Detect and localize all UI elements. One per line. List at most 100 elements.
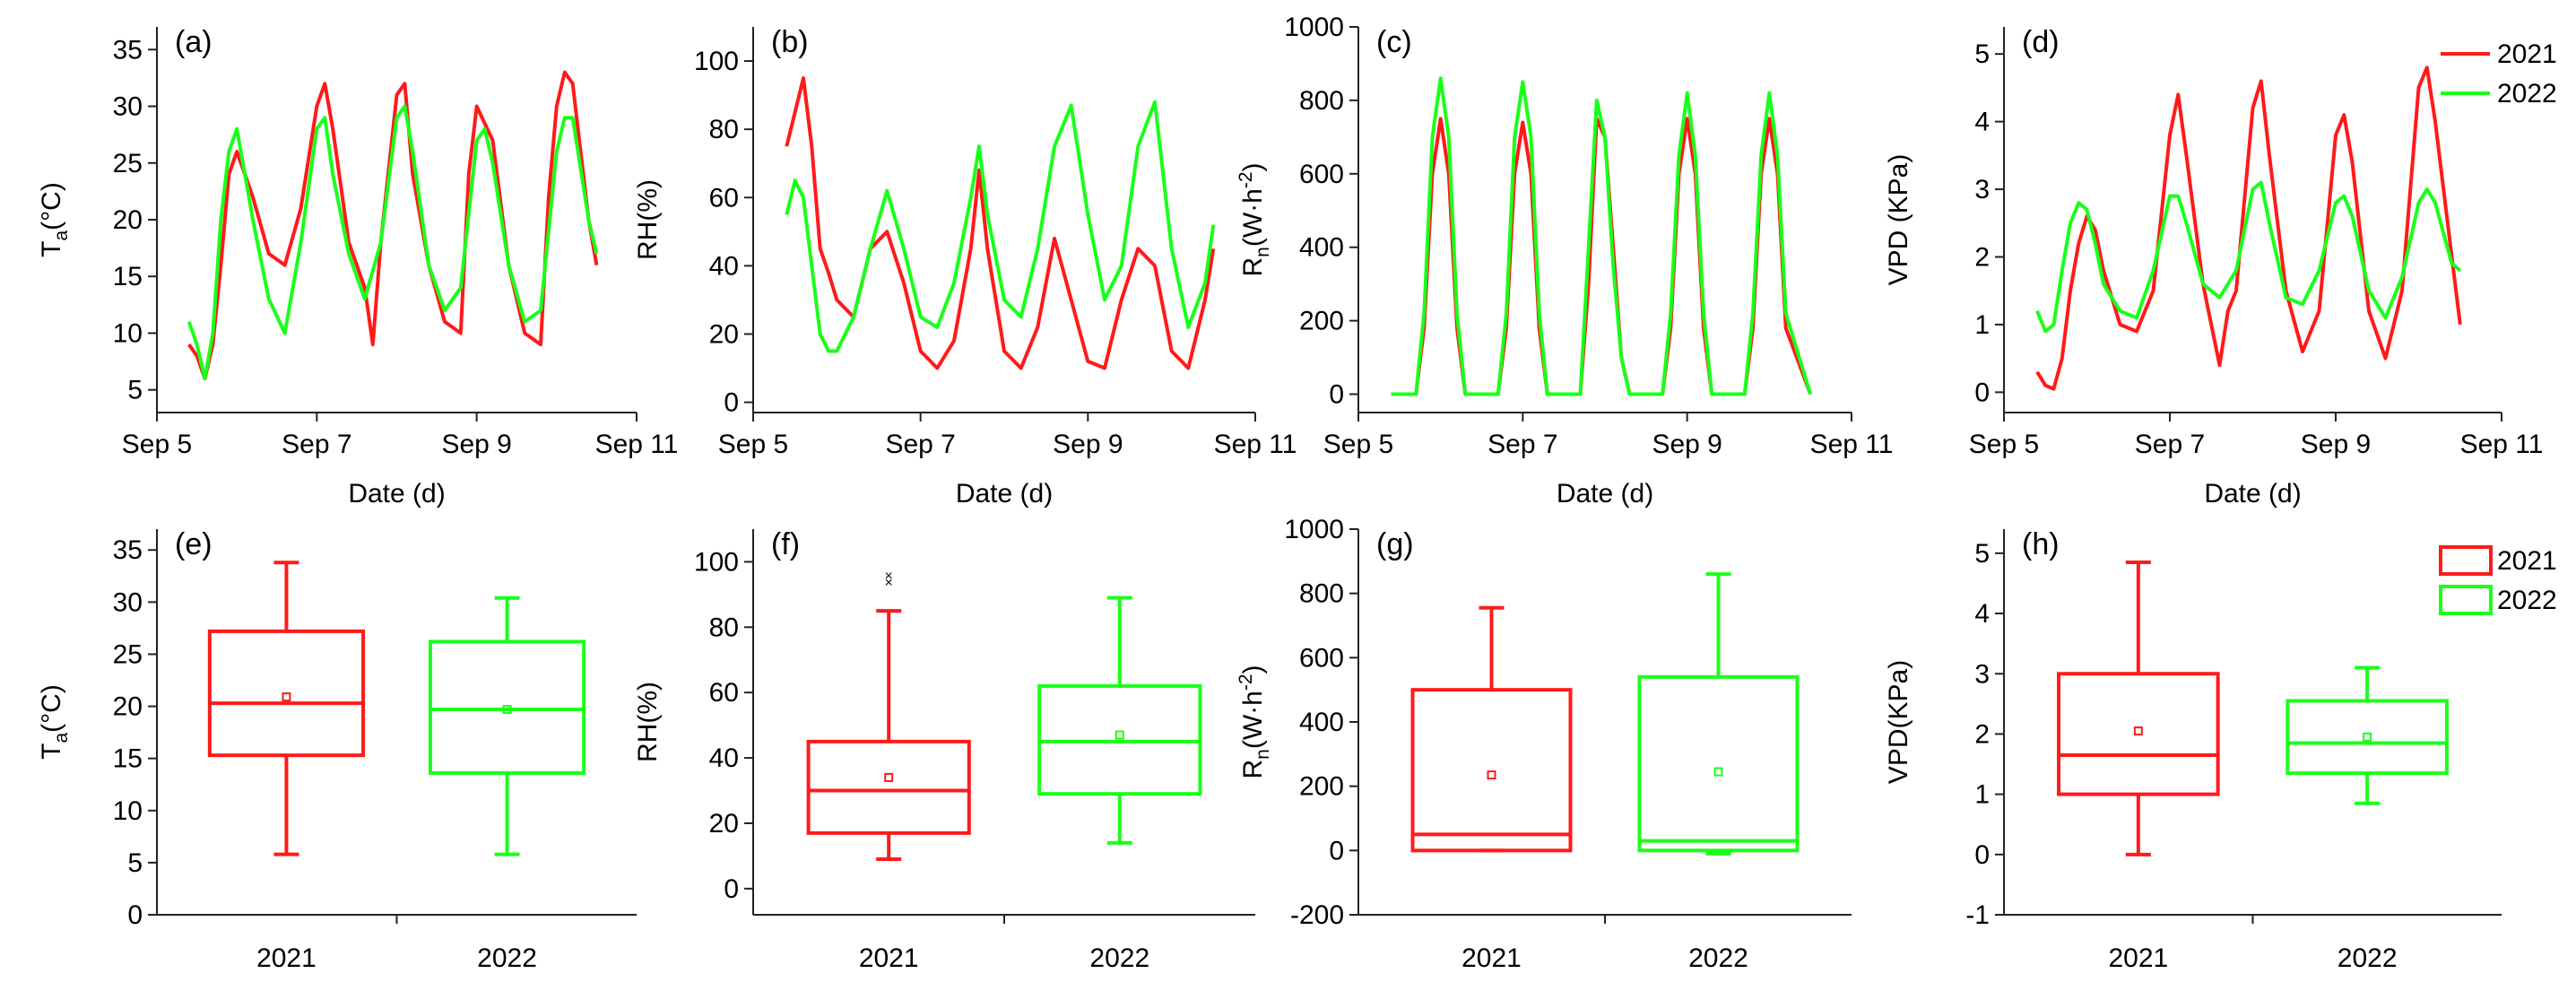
y-tick-label: 0	[1329, 380, 1344, 410]
y-tick-label: 2	[1974, 719, 1990, 749]
series-line-2022	[186, 104, 599, 381]
y-tick-label: 4	[1974, 599, 1990, 629]
y-tick-label: 60	[709, 183, 739, 213]
y-tick-label: -200	[1290, 900, 1344, 930]
x-axis-label: Date (d)	[348, 479, 445, 509]
x-category-label: 2021	[859, 943, 919, 973]
box-2021	[2057, 560, 2220, 856]
x-tick-label: Sep 7	[1487, 430, 1557, 459]
panel-label-e: (e)	[175, 527, 212, 561]
y-tick-label: 4	[1974, 108, 1990, 137]
box-iqr	[806, 739, 971, 835]
chart-c: Sep 5 Sep 7 Sep 9 Sep 11 Date (d) 0 200 400 600 8…	[1236, 13, 1893, 509]
y-tick-label: 25	[113, 639, 143, 669]
x-tick-label: Sep 11	[2460, 430, 2544, 459]
y-axis-label-sub: n	[1253, 749, 1273, 760]
y-axis-label-4: Ta(°C)	[37, 684, 72, 760]
x-tick-label: Sep 9	[1053, 430, 1123, 459]
y-tick-label: 10	[113, 796, 143, 826]
x-axis-label: Date (d)	[1557, 479, 1653, 509]
y-tick-label: 100	[694, 47, 739, 76]
box-iqr	[2285, 699, 2449, 776]
y-axis-label-sub: a	[51, 733, 72, 743]
series-line-2021	[2035, 65, 2462, 391]
y-axis-label-main: T	[37, 241, 66, 257]
y-tick-label: 3	[1974, 659, 1990, 689]
legend-box-2021	[2439, 545, 2493, 576]
y-axis-label-main: R	[1238, 760, 1268, 779]
panel-label-f: (f)	[771, 527, 800, 561]
y-tick-label: 15	[113, 744, 143, 774]
y-tick-label: 0	[724, 388, 739, 418]
y-tick-label: 1	[1974, 780, 1990, 810]
box-iqr	[428, 639, 586, 775]
box-mean	[1713, 767, 1723, 777]
y-axis-label-end: )	[1238, 162, 1268, 171]
y-tick-label: 35	[113, 535, 143, 565]
y-tick-label: 0	[1974, 840, 1990, 870]
panel-label-d: (d)	[2022, 25, 2060, 59]
y-tick-label: 400	[1299, 233, 1344, 263]
box-mean	[1115, 730, 1124, 740]
y-axis-label-5: RH(%)	[633, 682, 663, 762]
y-axis-label-2: Rn(W·h-2)	[1236, 162, 1273, 276]
y-axis-label-main: VPD (KPa)	[1884, 154, 1913, 286]
y-tick-label: 5	[1974, 539, 1990, 569]
chart-b: Sep 5 Sep 7 Sep 9 Sep 11 Date (d) 0 20 40 60 80 10…	[633, 25, 1297, 509]
x-tick-label: Sep 9	[1652, 430, 1722, 459]
legend-label-2021: 2021	[2497, 39, 2557, 69]
y-axis-label-sup: -2	[1236, 171, 1256, 188]
x-axis-label: Date (d)	[2204, 479, 2301, 509]
x-tick-label: Sep 11	[595, 430, 679, 459]
y-tick-label: 35	[113, 35, 143, 65]
legend-label-2022: 2022	[2497, 79, 2557, 109]
panel-label-h: (h)	[2022, 527, 2060, 561]
y-axis-label-rest: (°C)	[37, 182, 66, 230]
y-tick-label: 3	[1974, 175, 1990, 204]
box-2021: ××	[806, 569, 971, 862]
y-axis-label-rest: (°C)	[37, 684, 66, 733]
y-tick-label: 5	[127, 376, 143, 405]
y-axis-label-7: VPD(KPa)	[1884, 660, 1913, 784]
legend-box-2022	[2439, 585, 2493, 615]
y-tick-label: -1	[1965, 900, 1990, 930]
box-2021	[1410, 605, 1573, 853]
panel-label-b: (b)	[771, 25, 809, 59]
y-tick-label: 800	[1299, 579, 1344, 609]
x-tick-label: Sep 11	[1214, 430, 1297, 459]
y-tick-label: 80	[709, 613, 739, 642]
y-axis-label-main: T	[37, 743, 66, 760]
x-axis-label: Date (d)	[956, 479, 1053, 509]
y-tick-label: 80	[709, 115, 739, 144]
box-mean	[2133, 726, 2143, 736]
y-tick-label: 1000	[1284, 515, 1344, 544]
y-tick-label: 600	[1299, 643, 1344, 673]
y-axis-label-0: Ta(°C)	[37, 182, 72, 257]
y-tick-label: 25	[113, 149, 143, 178]
box-iqr	[1637, 674, 1800, 853]
box-outlier: ×	[885, 569, 893, 584]
legend-top: 2021 2022	[2441, 39, 2557, 109]
y-tick-label: 20	[709, 809, 739, 839]
y-axis-label-main: VPD(KPa)	[1884, 660, 1913, 784]
x-category-label: 2021	[1461, 943, 1522, 973]
x-tick-label: Sep 7	[885, 430, 955, 459]
x-tick-label: Sep 7	[282, 430, 351, 459]
x-category-label: 2022	[2337, 943, 2398, 973]
panel-label-c: (c)	[1376, 25, 1412, 59]
y-axis-label-sup: -2	[1236, 674, 1256, 691]
y-tick-label: 40	[709, 743, 739, 773]
y-axis-label-1: RH(%)	[633, 179, 663, 260]
x-category-label: 2022	[1089, 943, 1149, 973]
panel-label-a: (a)	[175, 25, 212, 59]
y-tick-label: 200	[1299, 307, 1344, 336]
series-line-2021	[785, 76, 1216, 370]
legend-label-2021: 2021	[2497, 546, 2557, 576]
y-tick-label: 15	[113, 262, 143, 291]
y-axis-label-sub: a	[51, 230, 72, 241]
panel-label-g: (g)	[1376, 527, 1414, 561]
y-tick-label: 600	[1299, 160, 1344, 189]
y-tick-label: 30	[113, 92, 143, 122]
chart-a: Sep 5 Sep 7 Sep 9 Sep 11 Date (d) 5 10 15 20 25 30…	[37, 25, 678, 509]
